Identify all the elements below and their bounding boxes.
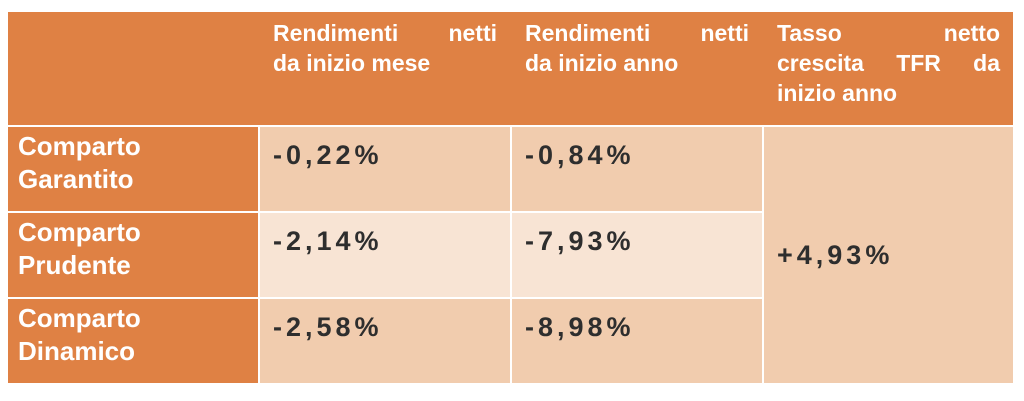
header-line: da inizio anno xyxy=(525,49,679,76)
row-label-comparto-prudente: Comparto Prudente xyxy=(8,213,258,297)
header-word: crescita xyxy=(777,49,864,76)
cell-tasso-crescita-tfr: +4,93% xyxy=(764,127,1013,383)
header-word: Rendimenti xyxy=(525,20,651,46)
table-header-row: Rendimenti netti da inizio mese Rendimen… xyxy=(8,12,1013,125)
header-line: Rendimenti netti xyxy=(273,19,497,49)
header-word: netti xyxy=(700,20,749,46)
header-word: Rendimenti xyxy=(273,20,399,46)
header-word: TFR xyxy=(896,49,941,76)
header-corner-cell xyxy=(8,12,258,125)
header-word: netto xyxy=(943,20,1000,46)
header-line: Tasso netto xyxy=(777,19,1000,49)
row-label-comparto-dinamico: Comparto Dinamico xyxy=(8,299,258,383)
header-line: inizio anno xyxy=(777,79,898,106)
cell-prudente-rendimento-mese: -2,14% xyxy=(260,213,510,297)
header-word: Tasso xyxy=(777,20,842,46)
cell-garantito-rendimento-mese: -0,22% xyxy=(260,127,510,211)
performance-table: Rendimenti netti da inizio mese Rendimen… xyxy=(8,12,1013,383)
header-word: da xyxy=(973,49,1000,76)
header-line: Rendimenti netti xyxy=(525,19,749,49)
header-cell-rendimenti-anno: Rendimenti netti da inizio anno xyxy=(512,12,762,125)
cell-dinamico-rendimento-mese: -2,58% xyxy=(260,299,510,383)
cell-prudente-rendimento-anno: -7,93% xyxy=(512,213,762,297)
cell-dinamico-rendimento-anno: -8,98% xyxy=(512,299,762,383)
header-line: crescita TFR da xyxy=(777,49,1000,79)
header-word: netti xyxy=(448,20,497,46)
row-label-comparto-garantito: Comparto Garantito xyxy=(8,127,258,211)
cell-garantito-rendimento-anno: -0,84% xyxy=(512,127,762,211)
header-cell-tasso-tfr: Tasso netto crescita TFR da inizio anno xyxy=(764,12,1013,125)
header-line: da inizio mese xyxy=(273,49,431,76)
header-cell-rendimenti-mese: Rendimenti netti da inizio mese xyxy=(260,12,510,125)
